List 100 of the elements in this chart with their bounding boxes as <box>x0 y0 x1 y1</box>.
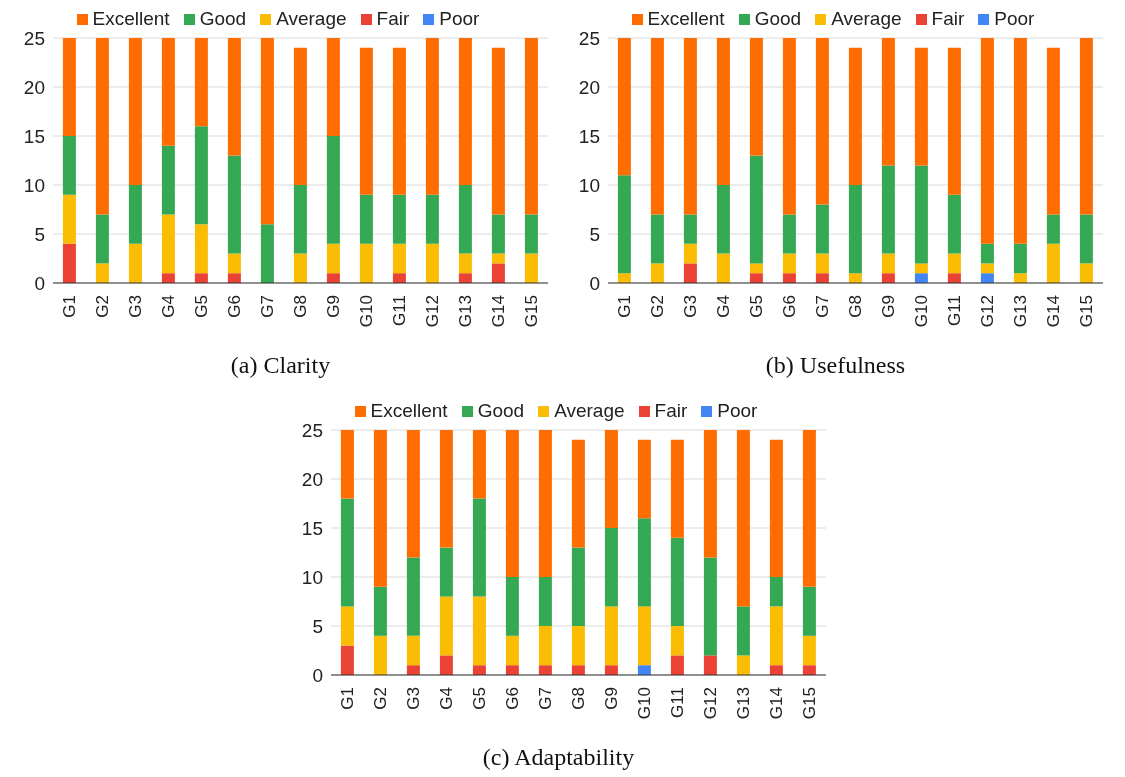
bar <box>439 547 453 597</box>
x-tick-label: G15 <box>522 295 541 328</box>
y-tick-label: 5 <box>589 223 600 245</box>
x-tick-label: G2 <box>648 295 667 318</box>
legend-label: Excellent <box>646 8 725 30</box>
bar <box>392 273 406 283</box>
bar <box>425 38 439 195</box>
bar <box>716 185 730 254</box>
bar <box>359 243 373 283</box>
bar <box>881 165 895 254</box>
x-tick-label: G4 <box>437 687 456 710</box>
x-tick-label: G12 <box>423 295 442 328</box>
x-tick-label: G15 <box>800 687 819 720</box>
legend-label: Good <box>476 400 525 422</box>
bar <box>340 606 354 646</box>
bar <box>881 253 895 274</box>
bar <box>62 194 76 244</box>
bar <box>161 214 175 274</box>
x-tick-label: G13 <box>1011 295 1030 328</box>
bar <box>947 194 961 254</box>
bar <box>637 518 651 607</box>
bar <box>128 38 142 185</box>
bar <box>650 38 664 215</box>
legend-label: Average <box>830 8 902 30</box>
bar <box>392 194 406 244</box>
bar <box>749 263 763 274</box>
bar <box>1046 47 1060 215</box>
bar <box>458 38 472 185</box>
bar <box>914 263 928 274</box>
bar <box>769 439 783 577</box>
bar <box>293 185 307 254</box>
legend-label: Fair <box>653 400 688 422</box>
legend-label: Average <box>553 400 625 422</box>
bar <box>782 273 796 283</box>
x-tick-label: G5 <box>470 687 489 710</box>
bar <box>491 263 505 283</box>
bar <box>736 655 750 675</box>
bar <box>1079 38 1093 215</box>
bar <box>95 214 109 264</box>
bar <box>802 430 816 587</box>
text: (a) Clarity <box>229 352 332 379</box>
x-tick-label: G10 <box>912 295 931 328</box>
x-tick-label: G9 <box>324 295 343 318</box>
bar <box>62 136 76 195</box>
bar <box>161 38 175 146</box>
bar <box>505 665 519 675</box>
bar <box>458 253 472 274</box>
bar <box>161 273 175 283</box>
bar <box>683 38 697 215</box>
bar <box>604 606 618 666</box>
x-tick-label: G3 <box>126 295 145 318</box>
y-tick-label: 15 <box>578 125 600 147</box>
bar <box>128 185 142 244</box>
bar <box>439 596 453 656</box>
x-tick-label: G14 <box>489 295 508 328</box>
bar <box>472 430 486 499</box>
bar <box>425 194 439 244</box>
x-tick-label: G4 <box>159 295 178 318</box>
bar <box>1079 263 1093 283</box>
x-tick-label: G11 <box>390 295 409 326</box>
bar <box>439 655 453 675</box>
legend-label: Fair <box>375 8 410 30</box>
bar <box>736 430 750 607</box>
bar <box>571 665 585 675</box>
bar <box>571 439 585 548</box>
bar <box>491 253 505 264</box>
bar <box>914 165 928 264</box>
bar <box>683 263 697 283</box>
bar <box>1013 273 1027 283</box>
bar <box>406 635 420 666</box>
bar <box>815 204 829 254</box>
text: (c) Adaptability <box>481 744 636 771</box>
x-tick-label: G6 <box>225 295 244 318</box>
bar <box>95 38 109 215</box>
bar <box>326 38 340 136</box>
y-tick-label: 25 <box>301 419 323 441</box>
bar <box>947 273 961 283</box>
bar <box>881 273 895 283</box>
bar <box>472 498 486 597</box>
bar <box>62 243 76 283</box>
y-tick-label: 0 <box>312 664 323 686</box>
bar <box>491 47 505 215</box>
x-tick-label: G15 <box>1077 295 1096 328</box>
bar <box>458 185 472 254</box>
bar <box>914 273 928 283</box>
legend-label: Poor <box>438 8 480 30</box>
x-tick-label: G6 <box>780 295 799 318</box>
x-tick-label: G7 <box>258 295 277 318</box>
x-tick-label: G9 <box>602 687 621 710</box>
bar <box>373 586 387 636</box>
x-tick-label: G5 <box>747 295 766 318</box>
bar <box>373 635 387 675</box>
bar <box>736 606 750 656</box>
x-tick-label: G1 <box>615 295 634 318</box>
x-tick-label: G1 <box>338 687 357 710</box>
bar <box>683 243 697 264</box>
bar <box>782 38 796 215</box>
x-tick-label: G1 <box>60 295 79 318</box>
bar <box>670 626 684 656</box>
x-tick-label: G7 <box>536 687 555 710</box>
